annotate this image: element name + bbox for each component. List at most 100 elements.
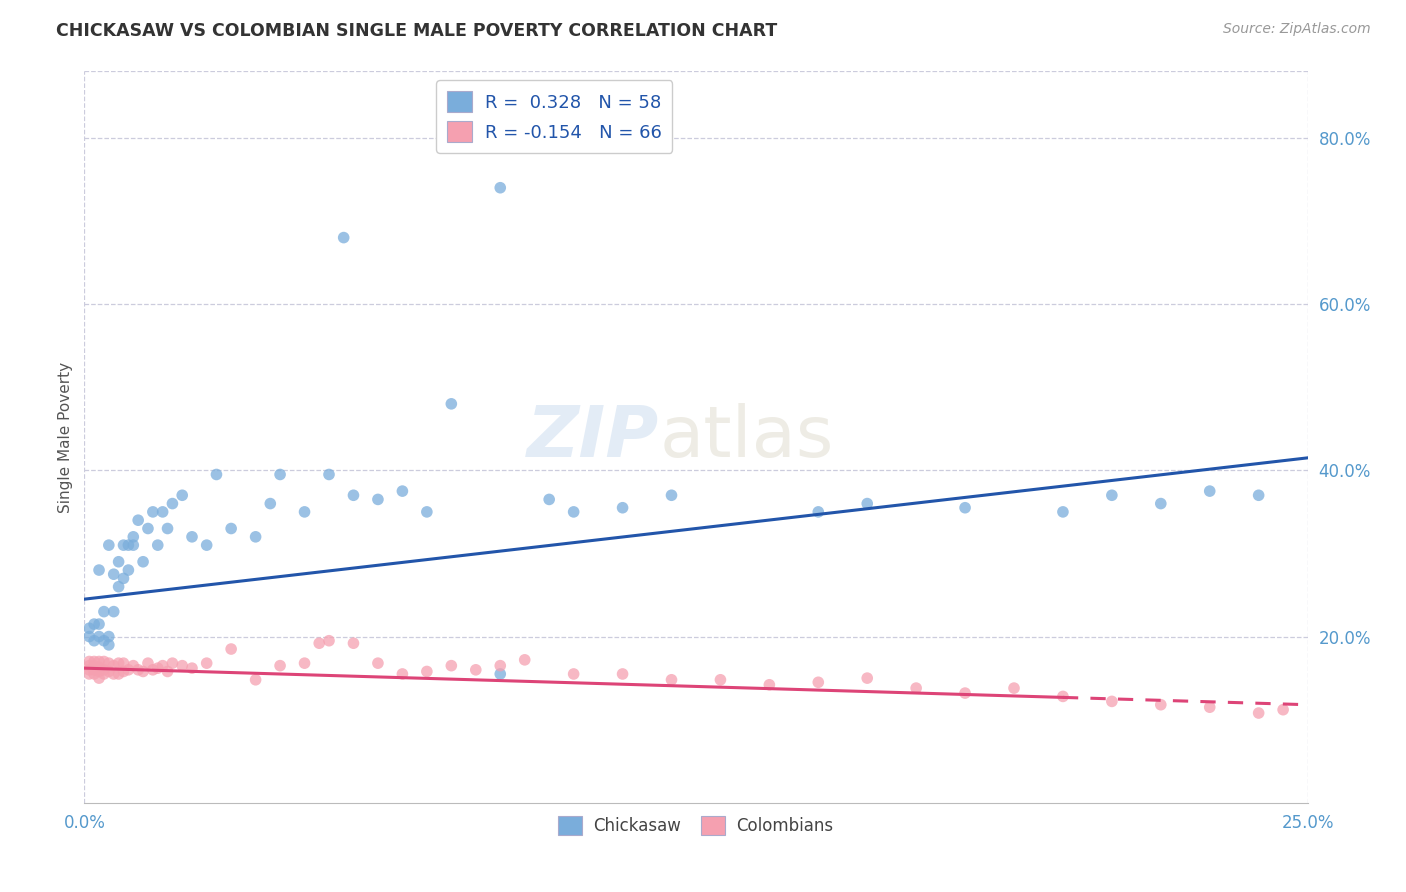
Point — [97, 538, 120, 552]
Point — [103, 567, 125, 582]
Point — [807, 505, 830, 519]
Point — [127, 663, 149, 677]
Point — [97, 656, 120, 670]
Point — [152, 505, 174, 519]
Point — [195, 656, 218, 670]
Point — [93, 655, 115, 669]
Point — [103, 605, 125, 619]
Point — [342, 488, 364, 502]
Point — [538, 492, 561, 507]
Point — [464, 663, 486, 677]
Point — [97, 630, 120, 644]
Point — [87, 655, 110, 669]
Point — [318, 467, 340, 482]
Text: CHICKASAW VS COLOMBIAN SINGLE MALE POVERTY CORRELATION CHART: CHICKASAW VS COLOMBIAN SINGLE MALE POVER… — [56, 22, 778, 40]
Point — [709, 673, 731, 687]
Point — [205, 467, 228, 482]
Point — [87, 671, 110, 685]
Point — [87, 630, 110, 644]
Point — [440, 658, 463, 673]
Point — [77, 630, 100, 644]
Point — [219, 642, 242, 657]
Text: atlas: atlas — [659, 402, 834, 472]
Point — [1150, 698, 1173, 712]
Point — [142, 663, 165, 677]
Point — [122, 530, 145, 544]
Point — [152, 658, 174, 673]
Point — [953, 686, 976, 700]
Point — [83, 633, 105, 648]
Point — [269, 467, 291, 482]
Point — [112, 538, 135, 552]
Point — [146, 538, 169, 552]
Legend: Chickasaw, Colombians: Chickasaw, Colombians — [551, 809, 841, 842]
Point — [107, 580, 129, 594]
Point — [1150, 497, 1173, 511]
Point — [513, 653, 536, 667]
Point — [117, 538, 139, 552]
Text: Source: ZipAtlas.com: Source: ZipAtlas.com — [1223, 22, 1371, 37]
Point — [146, 661, 169, 675]
Point — [1002, 681, 1025, 695]
Point — [294, 656, 316, 670]
Point — [83, 663, 105, 677]
Point — [294, 505, 316, 519]
Point — [103, 658, 125, 673]
Point — [367, 492, 389, 507]
Point — [112, 656, 135, 670]
Point — [308, 636, 330, 650]
Point — [172, 488, 194, 502]
Point — [489, 658, 512, 673]
Point — [142, 505, 165, 519]
Point — [245, 530, 267, 544]
Point — [1272, 703, 1295, 717]
Point — [83, 617, 105, 632]
Point — [93, 633, 115, 648]
Point — [856, 671, 879, 685]
Point — [122, 658, 145, 673]
Y-axis label: Single Male Poverty: Single Male Poverty — [58, 361, 73, 513]
Point — [661, 488, 683, 502]
Point — [181, 661, 204, 675]
Point — [117, 663, 139, 677]
Point — [83, 655, 105, 669]
Point — [807, 675, 830, 690]
Point — [391, 667, 413, 681]
Point — [87, 660, 110, 674]
Point — [103, 667, 125, 681]
Point — [758, 678, 780, 692]
Point — [87, 617, 110, 632]
Point — [1101, 694, 1123, 708]
Point — [162, 497, 184, 511]
Point — [156, 665, 179, 679]
Point — [1052, 690, 1074, 704]
Point — [661, 673, 683, 687]
Point — [87, 665, 110, 679]
Point — [367, 656, 389, 670]
Point — [122, 538, 145, 552]
Point — [107, 667, 129, 681]
Point — [181, 530, 204, 544]
Point — [856, 497, 879, 511]
Point — [127, 513, 149, 527]
Point — [117, 563, 139, 577]
Point — [77, 667, 100, 681]
Point — [77, 621, 100, 635]
Point — [1198, 484, 1220, 499]
Point — [612, 500, 634, 515]
Point — [136, 656, 159, 670]
Point — [259, 497, 281, 511]
Point — [77, 655, 100, 669]
Point — [156, 521, 179, 535]
Point — [132, 555, 155, 569]
Point — [83, 667, 105, 681]
Point — [93, 605, 115, 619]
Point — [136, 521, 159, 535]
Point — [1247, 706, 1270, 720]
Point — [172, 658, 194, 673]
Point — [562, 505, 585, 519]
Point — [562, 667, 585, 681]
Point — [107, 555, 129, 569]
Point — [162, 656, 184, 670]
Point — [93, 667, 115, 681]
